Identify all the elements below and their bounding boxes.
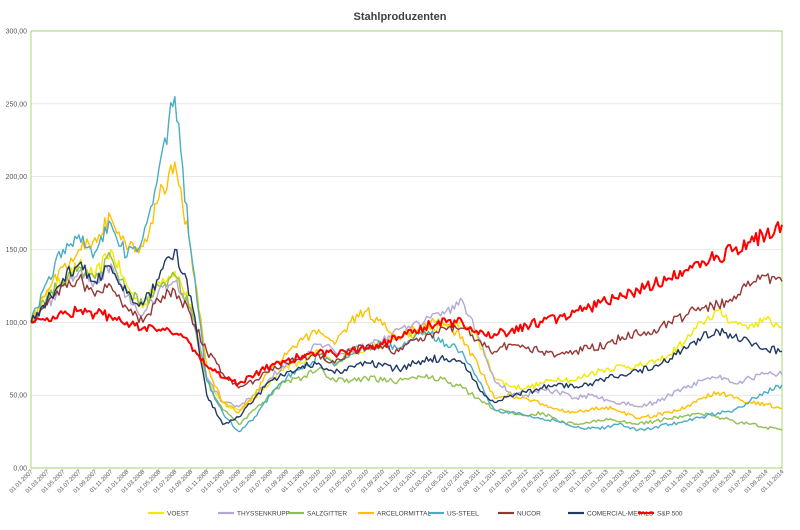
chart-title: Stahlproduzenten bbox=[354, 11, 447, 23]
series-line-comercial-metals bbox=[30, 248, 783, 425]
legend-label: SALZGITTER bbox=[307, 511, 347, 518]
legend-label: US-STEEL bbox=[447, 511, 479, 518]
y-tick-label: 250,00 bbox=[6, 101, 28, 108]
plot-area-border bbox=[30, 30, 783, 469]
legend-label: S&P 500 bbox=[657, 511, 683, 518]
y-tick-label: 200,00 bbox=[6, 174, 28, 181]
y-tick-label: 0,00 bbox=[13, 466, 27, 473]
y-tick-label: 50,00 bbox=[9, 393, 27, 400]
y-tick-label: 150,00 bbox=[6, 247, 28, 254]
series-line-arcelormittal bbox=[30, 161, 782, 420]
legend-label: COMERCIAL-METALS bbox=[587, 511, 654, 518]
series-lines bbox=[30, 95, 783, 433]
y-tick-label: 100,00 bbox=[6, 320, 28, 327]
series-line-nucor bbox=[30, 273, 783, 389]
legend-label: NUCOR bbox=[517, 511, 541, 518]
legend-label: THYSSENKRUPP bbox=[237, 511, 290, 518]
legend-label: ARCELORMITTAL bbox=[377, 511, 431, 518]
legend-label: VOEST bbox=[167, 511, 189, 518]
y-axis-ticks: 0,00 50,00 100,00 150,00 200,00 250,00 300,00 bbox=[6, 29, 28, 473]
series-line-s-p-500 bbox=[30, 221, 783, 387]
legend: VOEST THYSSENKRUPP SALZGITTER ARCELORMITTAL… bbox=[148, 511, 683, 518]
y-tick-label: 300,00 bbox=[6, 29, 28, 36]
